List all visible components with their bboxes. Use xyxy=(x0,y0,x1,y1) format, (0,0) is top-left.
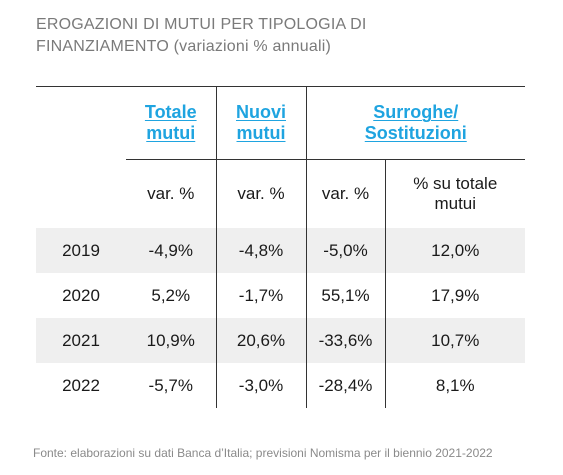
title-line-2: FINANZIAMENTO (variazioni % annuali) xyxy=(36,38,331,55)
cell-surroghe-share: 8,1% xyxy=(384,363,525,408)
header-totale-mutui: Totale mutui xyxy=(126,86,216,160)
header-surroghe: Surroghe/ Sostituzioni xyxy=(305,86,525,160)
table-row: 2020 5,2% -1,7% 55,1% 17,9% xyxy=(36,273,525,318)
header-empty-cell xyxy=(36,86,126,160)
cell-nuovi: -1,7% xyxy=(215,273,306,318)
subheader-surroghe-share: % su totale mutui xyxy=(384,159,525,228)
cell-surroghe-share: 12,0% xyxy=(384,228,525,273)
table-row: 2021 10,9% 20,6% -33,6% 10,7% xyxy=(36,318,525,363)
cell-nuovi: -3,0% xyxy=(215,363,306,408)
source-footnote: Fonte: elaborazioni su dati Banca d’Ital… xyxy=(33,446,493,460)
row-year: 2019 xyxy=(36,228,126,273)
cell-surroghe-var: -33,6% xyxy=(305,318,385,363)
cell-surroghe-var: 55,1% xyxy=(305,273,385,318)
cell-nuovi: -4,8% xyxy=(215,228,306,273)
cell-totale: 5,2% xyxy=(151,285,191,305)
cell-totale: -5,7% xyxy=(148,375,193,395)
table-row: 2019 -4,9% -4,8% -5,0% 12,0% xyxy=(36,228,525,273)
row-year: 2021 xyxy=(36,318,126,363)
cell-totale: 10,9% xyxy=(126,318,216,363)
table-row: 2022 -5,7% -3,0% -28,4% 8,1% xyxy=(36,363,525,408)
subheader-row: var. % var. % var. % % su totale mutui xyxy=(36,159,525,229)
subheader-nuovi-var: var. % xyxy=(215,159,306,228)
subheader-empty-cell xyxy=(36,160,126,229)
subheader-surroghe-var: var. % xyxy=(305,159,385,228)
row-year: 2020 xyxy=(62,285,100,305)
cell-surroghe-share: 17,9% xyxy=(384,273,525,318)
cell-surroghe-var: -28,4% xyxy=(305,363,385,408)
header-nuovi-mutui: Nuovi mutui xyxy=(215,86,306,160)
title-line-1: EROGAZIONI DI MUTUI PER TIPOLOGIA DI xyxy=(36,16,367,33)
cell-totale: -4,9% xyxy=(126,228,216,273)
row-year: 2022 xyxy=(62,375,100,395)
subheader-totale-var: var. % xyxy=(126,159,216,228)
cell-nuovi: 20,6% xyxy=(215,318,306,363)
mortgage-table: Totale mutui Nuovi mutui Surroghe/ Sosti… xyxy=(36,86,525,408)
table-title: EROGAZIONI DI MUTUI PER TIPOLOGIA DI FIN… xyxy=(36,14,367,58)
header-row: Totale mutui Nuovi mutui Surroghe/ Sosti… xyxy=(36,86,525,160)
cell-surroghe-share: 10,7% xyxy=(384,318,525,363)
cell-surroghe-var: -5,0% xyxy=(305,228,385,273)
